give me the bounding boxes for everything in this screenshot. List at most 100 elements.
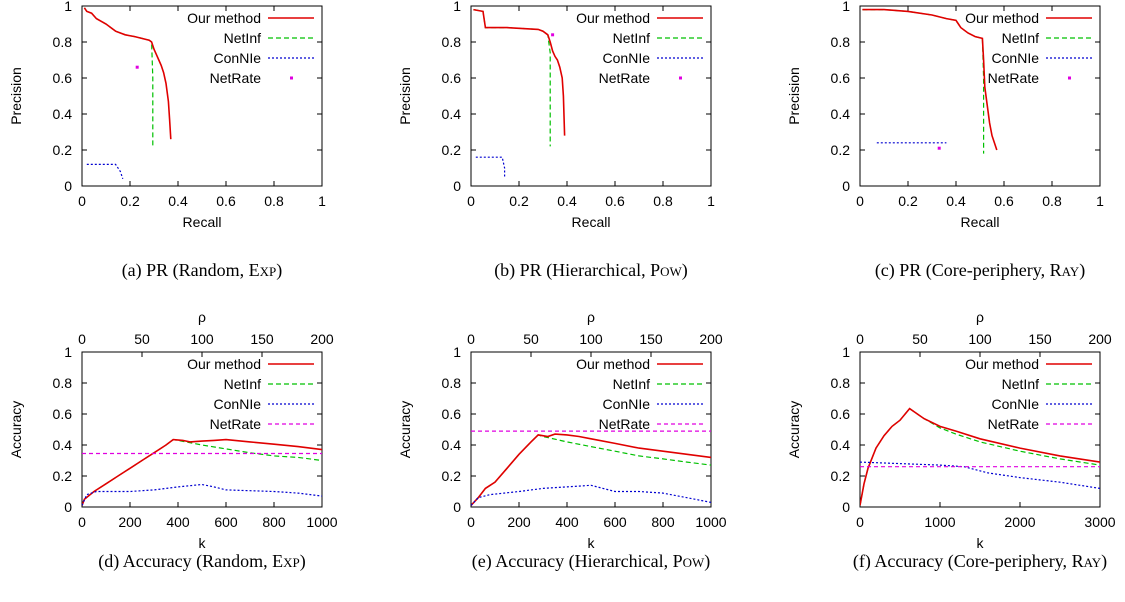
x-tick-label: 1 <box>707 193 715 209</box>
x2-tick-label: 100 <box>579 331 603 347</box>
series-line-our-method <box>862 8 998 151</box>
series-group <box>471 430 711 506</box>
y-tick-label: 0.4 <box>442 106 462 122</box>
x2-tick-label: 200 <box>1088 331 1112 347</box>
x2-tick-label: 150 <box>1028 331 1052 347</box>
x-tick-label: 0.4 <box>168 193 188 209</box>
series-line-our-method <box>83 7 172 140</box>
y-axis-label: Accuracy <box>786 401 802 459</box>
series-line-our-method <box>82 438 322 506</box>
x-tick-label: 3000 <box>1084 514 1115 530</box>
y-tick-label: 1 <box>842 344 850 360</box>
legend-label: NetInf <box>224 30 261 46</box>
x2-tick-label: 200 <box>699 331 723 347</box>
legend-label: NetRate <box>988 70 1040 86</box>
caption-f: (f) Accuracy (Core-periphery, Ray) <box>852 551 1108 571</box>
plot-frame <box>859 5 1101 187</box>
series-line-netinf <box>860 407 1100 506</box>
x-tick-label: 1 <box>1096 193 1104 209</box>
x-tick-label: 0 <box>467 514 475 530</box>
y-tick-label: 0.4 <box>53 106 73 122</box>
x-tick-label: 200 <box>507 514 531 530</box>
x-tick-label: 0.6 <box>605 193 625 209</box>
plot-frame <box>470 351 712 508</box>
y-tick-label: 0.4 <box>831 106 851 122</box>
y-tick-label: 0 <box>453 499 461 515</box>
x-tick-label: 0.2 <box>898 193 918 209</box>
legend-label: Our method <box>187 10 261 26</box>
y-tick-label: 0.2 <box>53 468 73 484</box>
y-tick-label: 0.6 <box>442 70 462 86</box>
x-tick-label: 0.4 <box>557 193 577 209</box>
caption-e: (e) Accuracy (Hierarchical, Pow) <box>471 551 711 571</box>
x-tick-label: 0.2 <box>509 193 529 209</box>
x-tick-label: 400 <box>555 514 579 530</box>
legend-label: NetInf <box>613 376 650 392</box>
series-group <box>862 8 998 154</box>
legend-label: NetInf <box>224 376 261 392</box>
x2-tick-label: 50 <box>523 331 539 347</box>
series-group <box>860 407 1100 506</box>
x-tick-label: 200 <box>118 514 142 530</box>
y-tick-label: 0.2 <box>831 468 851 484</box>
y-tick-label: 0 <box>842 178 850 194</box>
series-line-our-method <box>860 407 1100 506</box>
x2-tick-label: 100 <box>190 331 214 347</box>
y-axis-label: Precision <box>786 67 802 125</box>
y-tick-label: 0.8 <box>831 375 851 391</box>
y-tick-label: 1 <box>64 344 72 360</box>
x-axis-label: Recall <box>572 214 611 230</box>
x2-tick-label: 50 <box>912 331 928 347</box>
x2-axis-label: ρ <box>198 309 206 325</box>
legend-label: Our method <box>576 10 650 26</box>
legend: Our method NetInf ConNIe NetRate <box>576 356 703 432</box>
x-tick-label: 800 <box>262 514 286 530</box>
plot-frame <box>81 5 323 187</box>
x2-tick-label: 150 <box>250 331 274 347</box>
y-tick-label: 0.6 <box>831 70 851 86</box>
x-axis-label: Recall <box>961 214 1000 230</box>
x2-tick-label: 0 <box>467 331 475 347</box>
caption-a: (a) PR (Random, Exp) <box>121 260 283 280</box>
legend-swatch <box>290 76 293 80</box>
y-tick-label: 1 <box>64 0 72 14</box>
series-group <box>83 7 172 179</box>
series-line-our-method <box>471 433 711 506</box>
y-tick-label: 0.4 <box>442 437 462 453</box>
y-tick-label: 0 <box>64 499 72 515</box>
legend-label: NetRate <box>599 416 651 432</box>
x-axis-label: k <box>588 535 596 551</box>
series-line-connie <box>86 163 124 179</box>
y-tick-label: 0.6 <box>53 406 73 422</box>
legend: Our method NetInf ConNIe NetRate <box>187 356 314 432</box>
x-axis-label: k <box>199 535 207 551</box>
legend: Our method NetInf ConNIe NetRate <box>965 10 1092 86</box>
y-axis-label: Accuracy <box>397 401 413 459</box>
x-tick-label: 1 <box>318 193 326 209</box>
series-line-netinf <box>82 438 322 506</box>
x2-tick-label: 200 <box>310 331 334 347</box>
x2-axis-label: ρ <box>976 309 984 325</box>
y-axis-label: Accuracy <box>8 401 24 459</box>
chart-c: 0 0.2 0.4 0.6 0.8 1 0 0.2 0.4 0.6 0.8 1 Recall Precis… <box>786 0 1104 230</box>
x-tick-label: 0 <box>856 514 864 530</box>
series-group <box>473 8 566 177</box>
caption-b: (b) PR (Hierarchical, Pow) <box>494 260 688 280</box>
series-group <box>82 438 322 506</box>
legend-label: ConNIe <box>603 50 651 66</box>
x2-tick-label: 150 <box>639 331 663 347</box>
y-tick-label: 0.2 <box>442 468 462 484</box>
x2-tick-label: 0 <box>78 331 86 347</box>
x-axis-label: Recall <box>183 214 222 230</box>
legend-label: ConNIe <box>214 50 262 66</box>
y-tick-label: 0.4 <box>53 437 73 453</box>
series-point-netrate <box>551 33 555 37</box>
chart-b: 0 0.2 0.4 0.6 0.8 1 0 0.2 0.4 0.6 0.8 1 Recall Precis… <box>397 0 715 230</box>
y-tick-label: 0.6 <box>831 406 851 422</box>
y-axis-label: Precision <box>397 67 413 125</box>
x-tick-label: 600 <box>603 514 627 530</box>
legend-label: NetRate <box>599 70 651 86</box>
plot-frame <box>859 351 1101 508</box>
y-tick-label: 0.8 <box>442 34 462 50</box>
